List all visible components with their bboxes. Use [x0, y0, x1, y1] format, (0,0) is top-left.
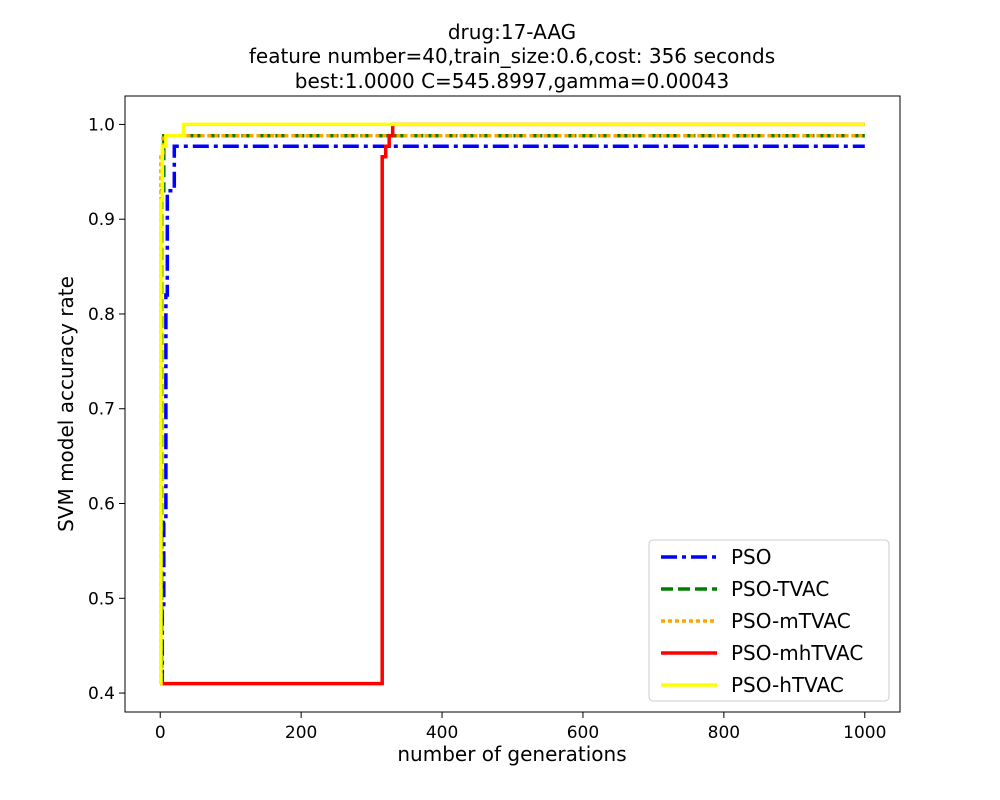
y-axis-label: SVM model accuracy rate — [54, 276, 78, 532]
legend-label-pso-htvac: PSO-hTVAC — [731, 673, 844, 697]
y-tick-label: 0.6 — [88, 495, 115, 515]
legend-label-pso: PSO — [731, 545, 772, 569]
y-tick-label: 0.5 — [88, 589, 115, 609]
legend-label-pso-mtvac: PSO-mTVAC — [731, 609, 851, 633]
x-tick-label: 600 — [567, 723, 599, 743]
x-axis-label: number of generations — [397, 742, 626, 766]
y-tick-label: 0.8 — [88, 305, 115, 325]
legend-label-pso-mhtvac: PSO-mhTVAC — [731, 641, 863, 665]
x-tick-label: 0 — [155, 723, 166, 743]
y-tick-label: 1.0 — [88, 115, 115, 135]
y-tick-label: 0.9 — [88, 210, 115, 230]
title-line-1: drug:17-AAG — [448, 20, 576, 44]
legend: PSO PSO-TVAC PSO-mTVAC PSO-mhTVAC PSO-hTVAC — [649, 540, 889, 701]
x-tick-label: 1000 — [843, 723, 886, 743]
y-tick-label: 0.7 — [88, 400, 115, 420]
title-line-2: feature number=40,train_size:0.6,cost: 3… — [249, 44, 775, 68]
legend-label-pso-tvac: PSO-TVAC — [731, 577, 829, 601]
y-tick-label: 0.4 — [88, 684, 115, 704]
x-tick-label: 800 — [708, 723, 740, 743]
title-line-3: best:1.0000 C=545.8997,gamma=0.00043 — [295, 69, 729, 93]
x-tick-label: 400 — [426, 723, 458, 743]
x-tick-label: 200 — [285, 723, 317, 743]
